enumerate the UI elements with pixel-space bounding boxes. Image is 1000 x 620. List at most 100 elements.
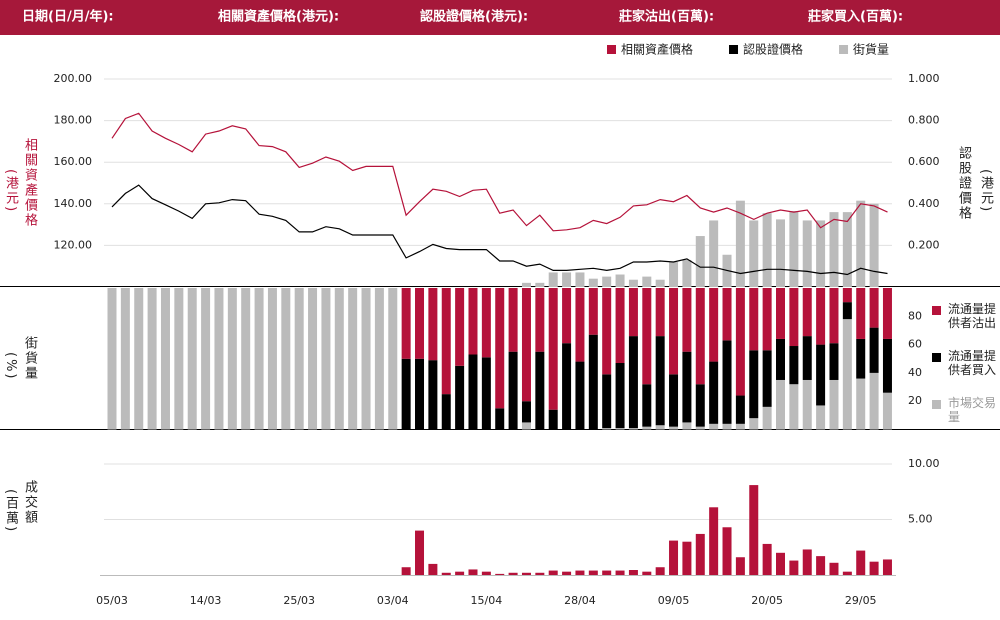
- bar: [882, 559, 892, 575]
- stacked-bar: [374, 288, 384, 430]
- bar: [829, 562, 839, 575]
- volume-bar: [762, 213, 772, 287]
- volume-bar: [869, 203, 879, 287]
- stacked-bar: [602, 374, 612, 429]
- legend-label: 街貨量: [853, 42, 889, 57]
- bar: [628, 570, 638, 575]
- y-axis-label: 相關資產價格: [22, 138, 37, 228]
- bar: [562, 571, 572, 575]
- stacked-bar: [735, 288, 745, 396]
- y-tick-label: 120.00: [54, 238, 93, 251]
- stacked-bar: [669, 288, 679, 375]
- stacked-bar: [735, 423, 745, 430]
- volume-bar: [682, 259, 692, 287]
- volume-bar: [669, 262, 679, 287]
- stacked-bar: [856, 378, 866, 430]
- bar: [481, 571, 491, 575]
- stacked-bar: [776, 338, 785, 380]
- legend-swatch: [607, 45, 616, 54]
- stacked-bar: [615, 428, 625, 430]
- stacked-bar: [829, 343, 839, 380]
- stacked-bar: [147, 288, 157, 430]
- stacked-bar: [562, 343, 572, 430]
- bar: [441, 572, 451, 575]
- stacked-bar: [628, 336, 638, 429]
- stacked-bar: [120, 288, 130, 430]
- stacked-bar: [428, 288, 438, 361]
- bar: [495, 573, 505, 575]
- stacked-bar: [682, 351, 692, 423]
- y-axis-unit: (%): [3, 352, 18, 381]
- stacked-bar: [628, 288, 638, 337]
- stacked-bar: [415, 358, 425, 430]
- stacked-bar: [776, 288, 785, 339]
- y-tick-label: 1.000: [908, 72, 940, 85]
- legend-swatch: [839, 45, 849, 54]
- stacked-bar: [508, 351, 518, 430]
- stacked-bar: [856, 288, 866, 339]
- bar: [789, 560, 799, 575]
- stacked-bar: [829, 288, 839, 344]
- stacked-bar: [468, 354, 478, 430]
- x-tick-label: 20/05: [751, 594, 783, 607]
- legend-label: 認股證價格: [743, 42, 803, 57]
- y-tick-label: 0.200: [908, 238, 940, 251]
- stacked-bar: [575, 361, 585, 430]
- bar: [468, 569, 478, 575]
- stacked-bar: [468, 288, 478, 355]
- stacked-bar: [669, 374, 679, 427]
- bar: [762, 543, 772, 575]
- bar: [856, 550, 866, 575]
- x-tick-label: 25/03: [283, 594, 315, 607]
- stacked-bar: [348, 288, 358, 430]
- volume-bar: [709, 220, 719, 287]
- stacked-bar: [869, 327, 879, 373]
- stacked-bar: [655, 288, 665, 337]
- y-tick-label: 200.00: [54, 72, 93, 85]
- stacked-bar: [401, 288, 411, 359]
- volume-bar: [655, 279, 665, 287]
- stacked-bar: [789, 384, 799, 430]
- stacked-bar: [495, 408, 505, 430]
- bar: [842, 571, 852, 575]
- bar: [588, 570, 598, 575]
- bar: [415, 530, 425, 575]
- stacked-bar: [495, 288, 505, 409]
- bar: [548, 570, 558, 575]
- stacked-bar: [776, 379, 785, 430]
- y-axis-label: 成交額: [22, 480, 37, 526]
- stacked-bar: [669, 426, 679, 430]
- stacked-bar: [869, 372, 879, 430]
- stacked-bar: [709, 423, 719, 430]
- stacked-bar: [428, 360, 438, 430]
- stacked-bar: [602, 428, 612, 430]
- stacked-bar: [695, 426, 705, 430]
- stacked-bar: [802, 379, 812, 430]
- x-tick-label: 14/03: [190, 594, 222, 607]
- series-line: [111, 112, 888, 232]
- stacked-bar: [762, 350, 772, 407]
- stacked-bar: [281, 288, 291, 430]
- stacked-bar: [816, 288, 826, 345]
- stacked-bar: [709, 361, 719, 424]
- y-tick-label: 0.400: [908, 197, 940, 210]
- stacked-bar: [134, 288, 144, 430]
- stacked-bar: [802, 336, 812, 380]
- stacked-bar: [642, 288, 652, 385]
- stacked-bar: [722, 340, 732, 424]
- volume-bar: [735, 200, 745, 287]
- legend-swatch: [932, 400, 941, 409]
- stacked-bar: [615, 362, 625, 429]
- stacked-bar: [575, 288, 585, 362]
- x-tick-label: 29/05: [845, 594, 877, 607]
- y-tick-label: 0.800: [908, 114, 940, 127]
- bar: [655, 567, 665, 575]
- stacked-bar: [869, 288, 879, 328]
- stacked-bar: [361, 288, 371, 430]
- y-tick-label: 0.600: [908, 155, 940, 168]
- bar: [735, 557, 745, 575]
- stacked-bar: [682, 422, 692, 430]
- stacked-bar: [655, 336, 665, 426]
- bar: [615, 570, 625, 575]
